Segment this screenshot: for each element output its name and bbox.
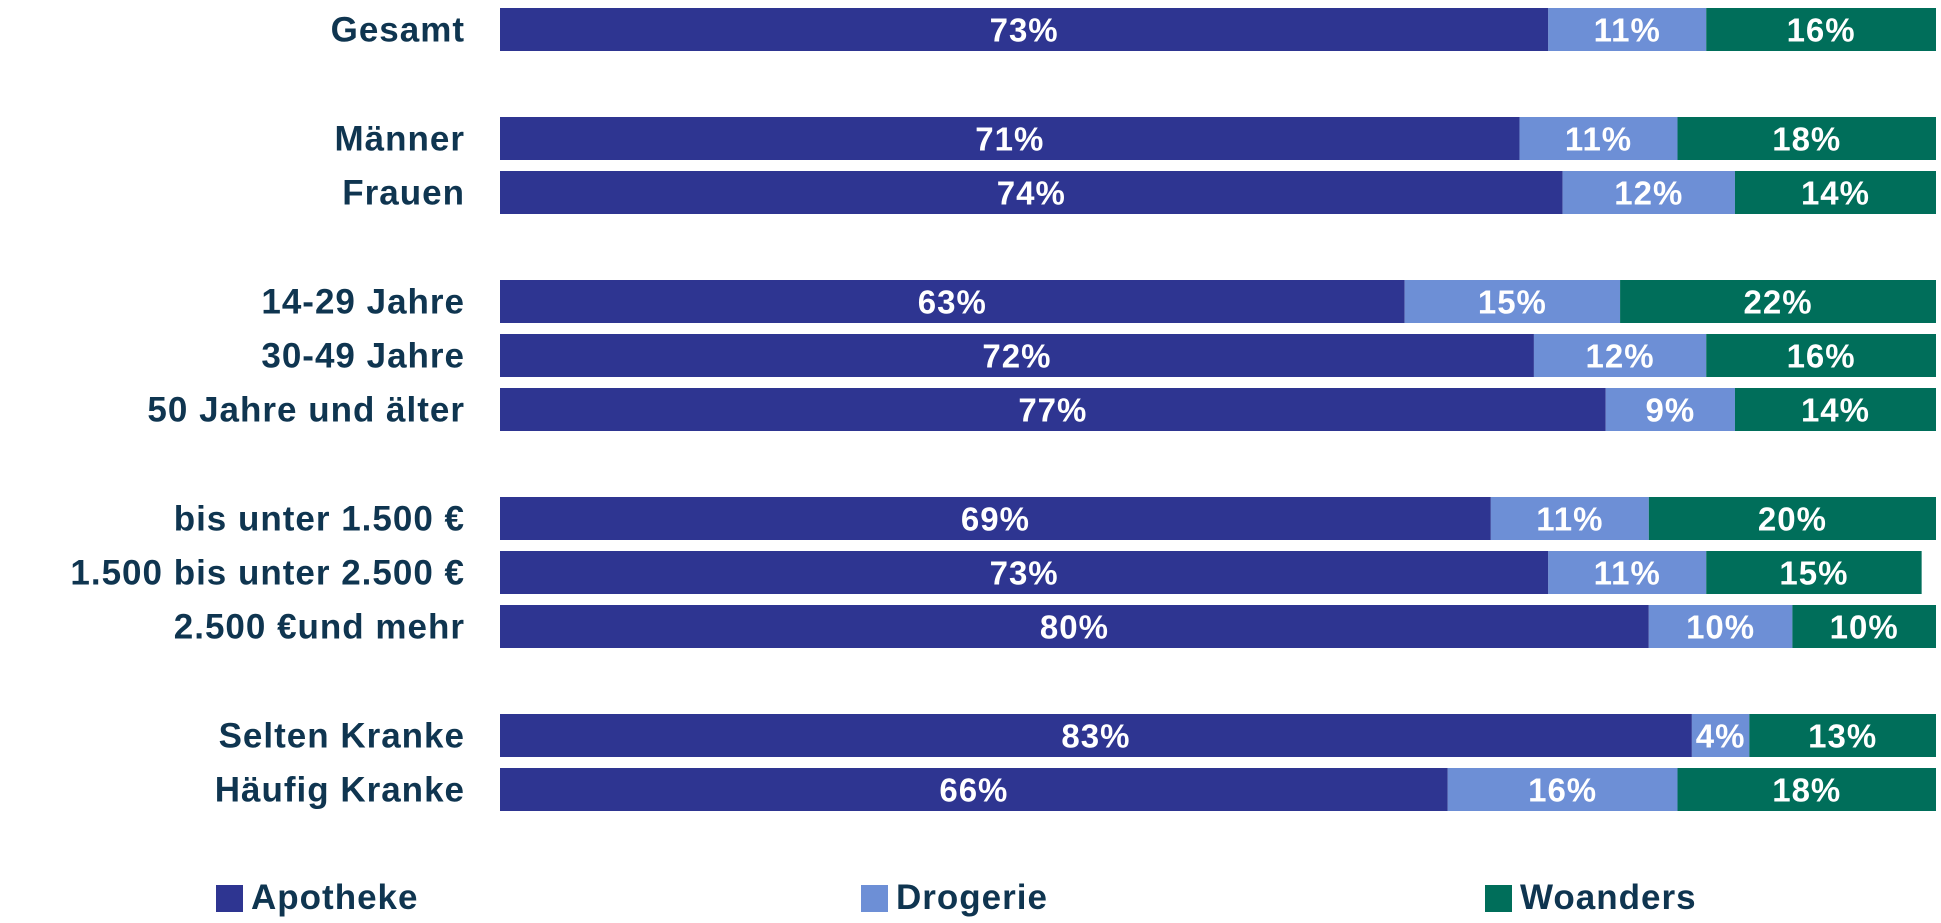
- legend-item-woanders: Woanders: [1485, 878, 1697, 918]
- bar-segment-apotheke: [500, 551, 1549, 594]
- category-label: 50 Jahre und älter: [147, 391, 465, 430]
- data-label-apotheke: 80%: [1040, 609, 1109, 646]
- legend-item-apotheke: Apotheke: [216, 878, 418, 918]
- bar-segment-woanders: [1734, 388, 1936, 431]
- legend-swatch-apotheke: [216, 884, 243, 912]
- bar-segment-drogerie: [1533, 334, 1707, 377]
- bar-segment-drogerie: [1404, 280, 1621, 323]
- data-label-apotheke: 83%: [1061, 718, 1130, 755]
- data-label-apotheke: 77%: [1018, 392, 1087, 429]
- data-label-woanders: 18%: [1772, 772, 1841, 809]
- bar-segment-apotheke: [500, 8, 1549, 51]
- legend-label-woanders: Woanders: [1520, 878, 1697, 917]
- data-label-drogerie: 15%: [1478, 284, 1547, 321]
- data-label-drogerie: 11%: [1594, 555, 1661, 592]
- bar-segment-drogerie: [1490, 497, 1649, 540]
- bar-segment-woanders: [1648, 497, 1936, 540]
- data-label-drogerie: 10%: [1686, 609, 1755, 646]
- data-label-drogerie: 11%: [1536, 501, 1603, 538]
- bars-layer: 73% 11% 16% 71% 11% 18% 74% 12% 14% 63% 15% 22% 72% 1…: [500, 8, 1936, 811]
- bar-segment-woanders: [1620, 280, 1936, 323]
- bar-segment-drogerie: [1648, 605, 1793, 648]
- bar-segment-woanders: [1734, 171, 1936, 214]
- data-label-apotheke: 74%: [997, 175, 1066, 212]
- data-label-drogerie: 9%: [1645, 392, 1695, 429]
- bar-segment-drogerie: [1548, 8, 1707, 51]
- data-label-woanders: 22%: [1744, 284, 1813, 321]
- bar-segment-apotheke: [500, 768, 1448, 811]
- category-label: 2.500 €und mehr: [174, 608, 465, 647]
- bar-segment-apotheke: [500, 117, 1520, 160]
- category-label: 1.500 bis unter 2.500 €: [70, 554, 465, 593]
- data-label-drogerie: 12%: [1586, 338, 1655, 375]
- data-label-woanders: 18%: [1772, 121, 1841, 158]
- bar-segment-apotheke: [500, 388, 1606, 431]
- data-label-woanders: 15%: [1779, 555, 1848, 592]
- category-label: 30-49 Jahre: [261, 337, 465, 376]
- data-label-woanders: 10%: [1830, 609, 1899, 646]
- data-label-apotheke: 73%: [990, 555, 1059, 592]
- bar-segment-woanders: [1706, 8, 1936, 51]
- bar-segment-drogerie: [1605, 388, 1735, 431]
- data-label-apotheke: 63%: [918, 284, 987, 321]
- bar-segment-drogerie: [1562, 171, 1735, 214]
- bar-segment-woanders: [1706, 551, 1922, 594]
- category-label: bis unter 1.500 €: [174, 500, 465, 539]
- data-label-drogerie: 12%: [1614, 175, 1683, 212]
- bar-segment-drogerie: [1691, 714, 1750, 757]
- data-label-woanders: 14%: [1801, 392, 1870, 429]
- data-label-drogerie: 16%: [1528, 772, 1597, 809]
- data-label-drogerie: 11%: [1594, 12, 1661, 49]
- bar-segment-woanders: [1749, 714, 1936, 757]
- category-label: Häufig Kranke: [215, 771, 465, 810]
- category-labels-layer: Gesamt Männer Frauen 14-29 Jahre 30-49 Jahre…: [70, 11, 465, 810]
- data-label-apotheke: 66%: [939, 772, 1008, 809]
- legend-swatch-woanders: [1485, 884, 1512, 912]
- data-label-drogerie: 4%: [1696, 718, 1746, 755]
- bar-segment-drogerie: [1519, 117, 1678, 160]
- bar-segment-drogerie: [1548, 551, 1707, 594]
- bar-segment-apotheke: [500, 334, 1534, 377]
- bar-segment-drogerie: [1447, 768, 1678, 811]
- legend-item-drogerie: Drogerie: [861, 878, 1048, 918]
- data-label-woanders: 13%: [1808, 718, 1877, 755]
- bar-segment-apotheke: [500, 605, 1649, 648]
- legend-swatch-drogerie: [861, 884, 888, 912]
- legend-label-drogerie: Drogerie: [896, 878, 1048, 917]
- category-label: 14-29 Jahre: [261, 283, 465, 322]
- bar-segment-woanders: [1677, 768, 1936, 811]
- data-label-apotheke: 69%: [961, 501, 1030, 538]
- bar-segment-apotheke: [500, 714, 1692, 757]
- category-label: Selten Kranke: [219, 717, 465, 756]
- data-label-apotheke: 73%: [990, 12, 1059, 49]
- category-label: Männer: [335, 120, 465, 159]
- data-label-apotheke: 72%: [982, 338, 1051, 375]
- data-label-woanders: 20%: [1758, 501, 1827, 538]
- bar-segment-apotheke: [500, 497, 1491, 540]
- data-label-woanders: 16%: [1787, 12, 1856, 49]
- bar-segment-woanders: [1792, 605, 1936, 648]
- data-label-apotheke: 71%: [975, 121, 1044, 158]
- bar-segment-woanders: [1706, 334, 1936, 377]
- category-label: Frauen: [342, 174, 465, 213]
- bar-segment-apotheke: [500, 280, 1405, 323]
- bar-segment-apotheke: [500, 171, 1563, 214]
- legend-label-apotheke: Apotheke: [251, 878, 419, 917]
- data-label-drogerie: 11%: [1565, 121, 1632, 158]
- data-label-woanders: 14%: [1801, 175, 1870, 212]
- data-label-woanders: 16%: [1787, 338, 1856, 375]
- category-label: Gesamt: [331, 11, 465, 50]
- bar-segment-woanders: [1677, 117, 1936, 160]
